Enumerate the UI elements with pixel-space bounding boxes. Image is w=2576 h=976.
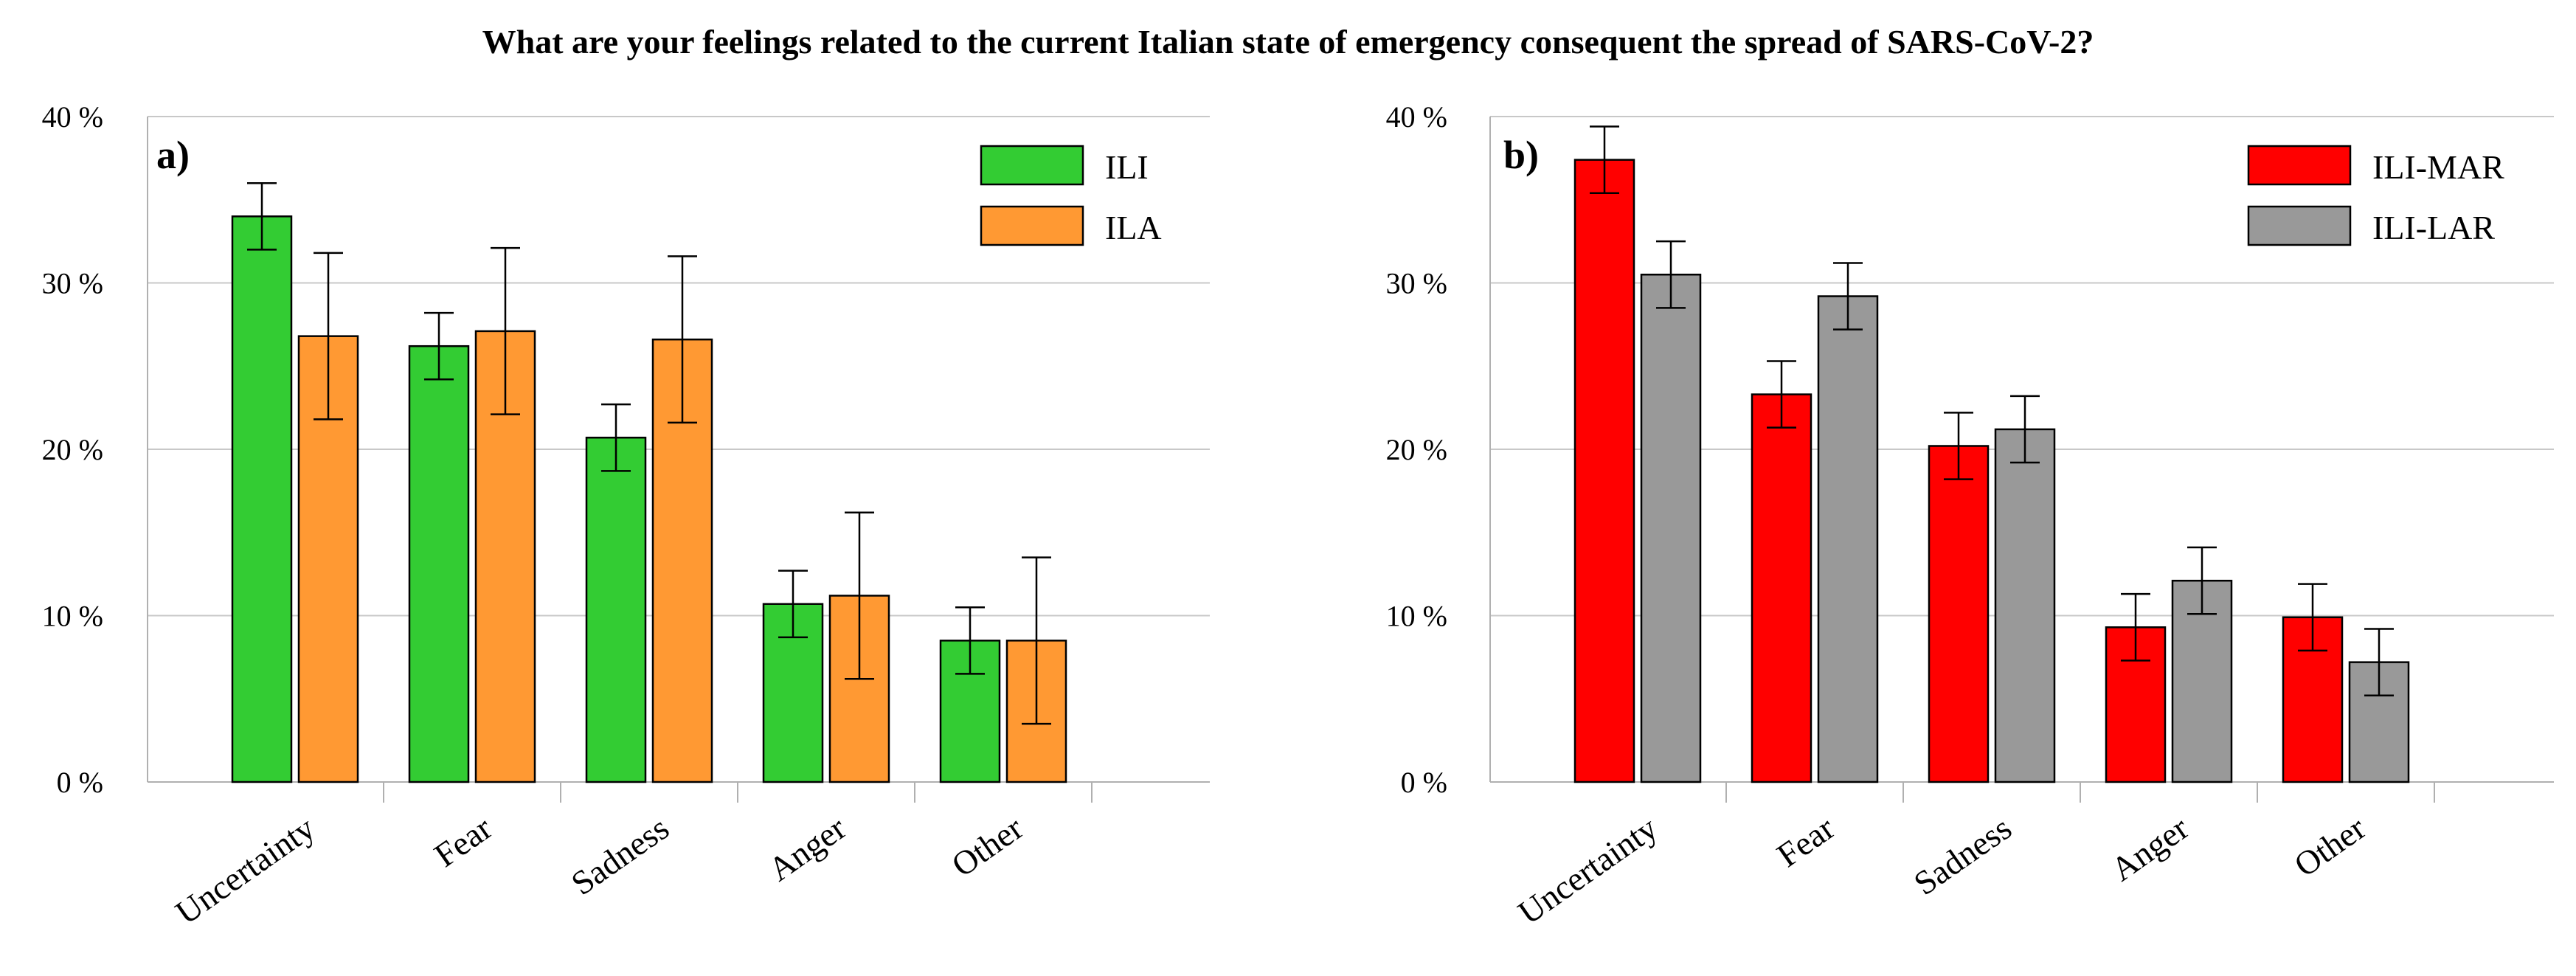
bar-ili-other: [939, 640, 1001, 783]
y-tick-label: 40 %: [42, 100, 103, 134]
bar-ila-sadness: [651, 338, 713, 783]
y-tick-label: 20 %: [42, 433, 103, 466]
y-tick-label: 0 %: [57, 766, 103, 799]
chart-panel-a: 0 % 10 % 20 % 30 % 40 % Uncertainty Fear Sadnes…: [42, 100, 1210, 932]
figure-title: What are your feelings related to the cu…: [482, 23, 2094, 60]
y-tick-label: 0 %: [1401, 766, 1447, 799]
legend-label: ILI: [1105, 148, 1149, 186]
y-tick-label: 30 %: [1386, 267, 1447, 300]
bar-ili-mar-fear: [1751, 393, 1812, 783]
bar-ili-lar-uncertainty: [1640, 273, 1702, 783]
legend-swatch-ili: [980, 145, 1084, 186]
legend-label: ILA: [1105, 209, 1162, 246]
bar-ili-lar-fear: [1817, 295, 1879, 783]
bar-ili-mar-uncertainty: [1573, 159, 1635, 783]
bar-ili-sadness: [585, 436, 647, 783]
y-tick-label: 10 %: [42, 600, 103, 633]
chart-panel-b: 0 % 10 % 20 % 30 % 40 % Uncertainty Fear Sadnes…: [1386, 100, 2554, 932]
y-tick-label: 40 %: [1386, 100, 1447, 134]
legend-label: ILI-LAR: [2372, 209, 2495, 246]
panel-label: a): [156, 133, 190, 177]
legend-swatch-ila: [980, 205, 1084, 246]
panel-label: b): [1503, 133, 1539, 177]
x-category-label: Uncertainty: [169, 809, 322, 931]
legend-swatch-ili-lar: [2247, 205, 2352, 246]
x-category-label: Other: [945, 809, 1030, 884]
legend-label: ILI-MAR: [2372, 148, 2504, 186]
bar-ili-uncertainty: [231, 215, 293, 783]
bar-ili-lar-sadness: [1994, 428, 2056, 783]
x-category-label: Anger: [761, 809, 852, 888]
x-category-label: Sadness: [564, 809, 676, 902]
x-category-label: Other: [2288, 809, 2372, 884]
x-category-label: Sadness: [1907, 809, 2018, 902]
x-category-label: Fear: [1770, 809, 1841, 874]
y-tick-label: 30 %: [42, 267, 103, 300]
x-category-label: Fear: [428, 809, 499, 874]
y-tick-label: 20 %: [1386, 433, 1447, 466]
bar-ili-mar-sadness: [1928, 445, 1990, 783]
bar-ili-fear: [408, 345, 470, 783]
y-tick-label: 10 %: [1386, 600, 1447, 633]
x-category-label: Anger: [2104, 809, 2195, 888]
x-category-label: Uncertainty: [1512, 809, 1664, 931]
legend-swatch-ili-mar: [2247, 145, 2352, 186]
